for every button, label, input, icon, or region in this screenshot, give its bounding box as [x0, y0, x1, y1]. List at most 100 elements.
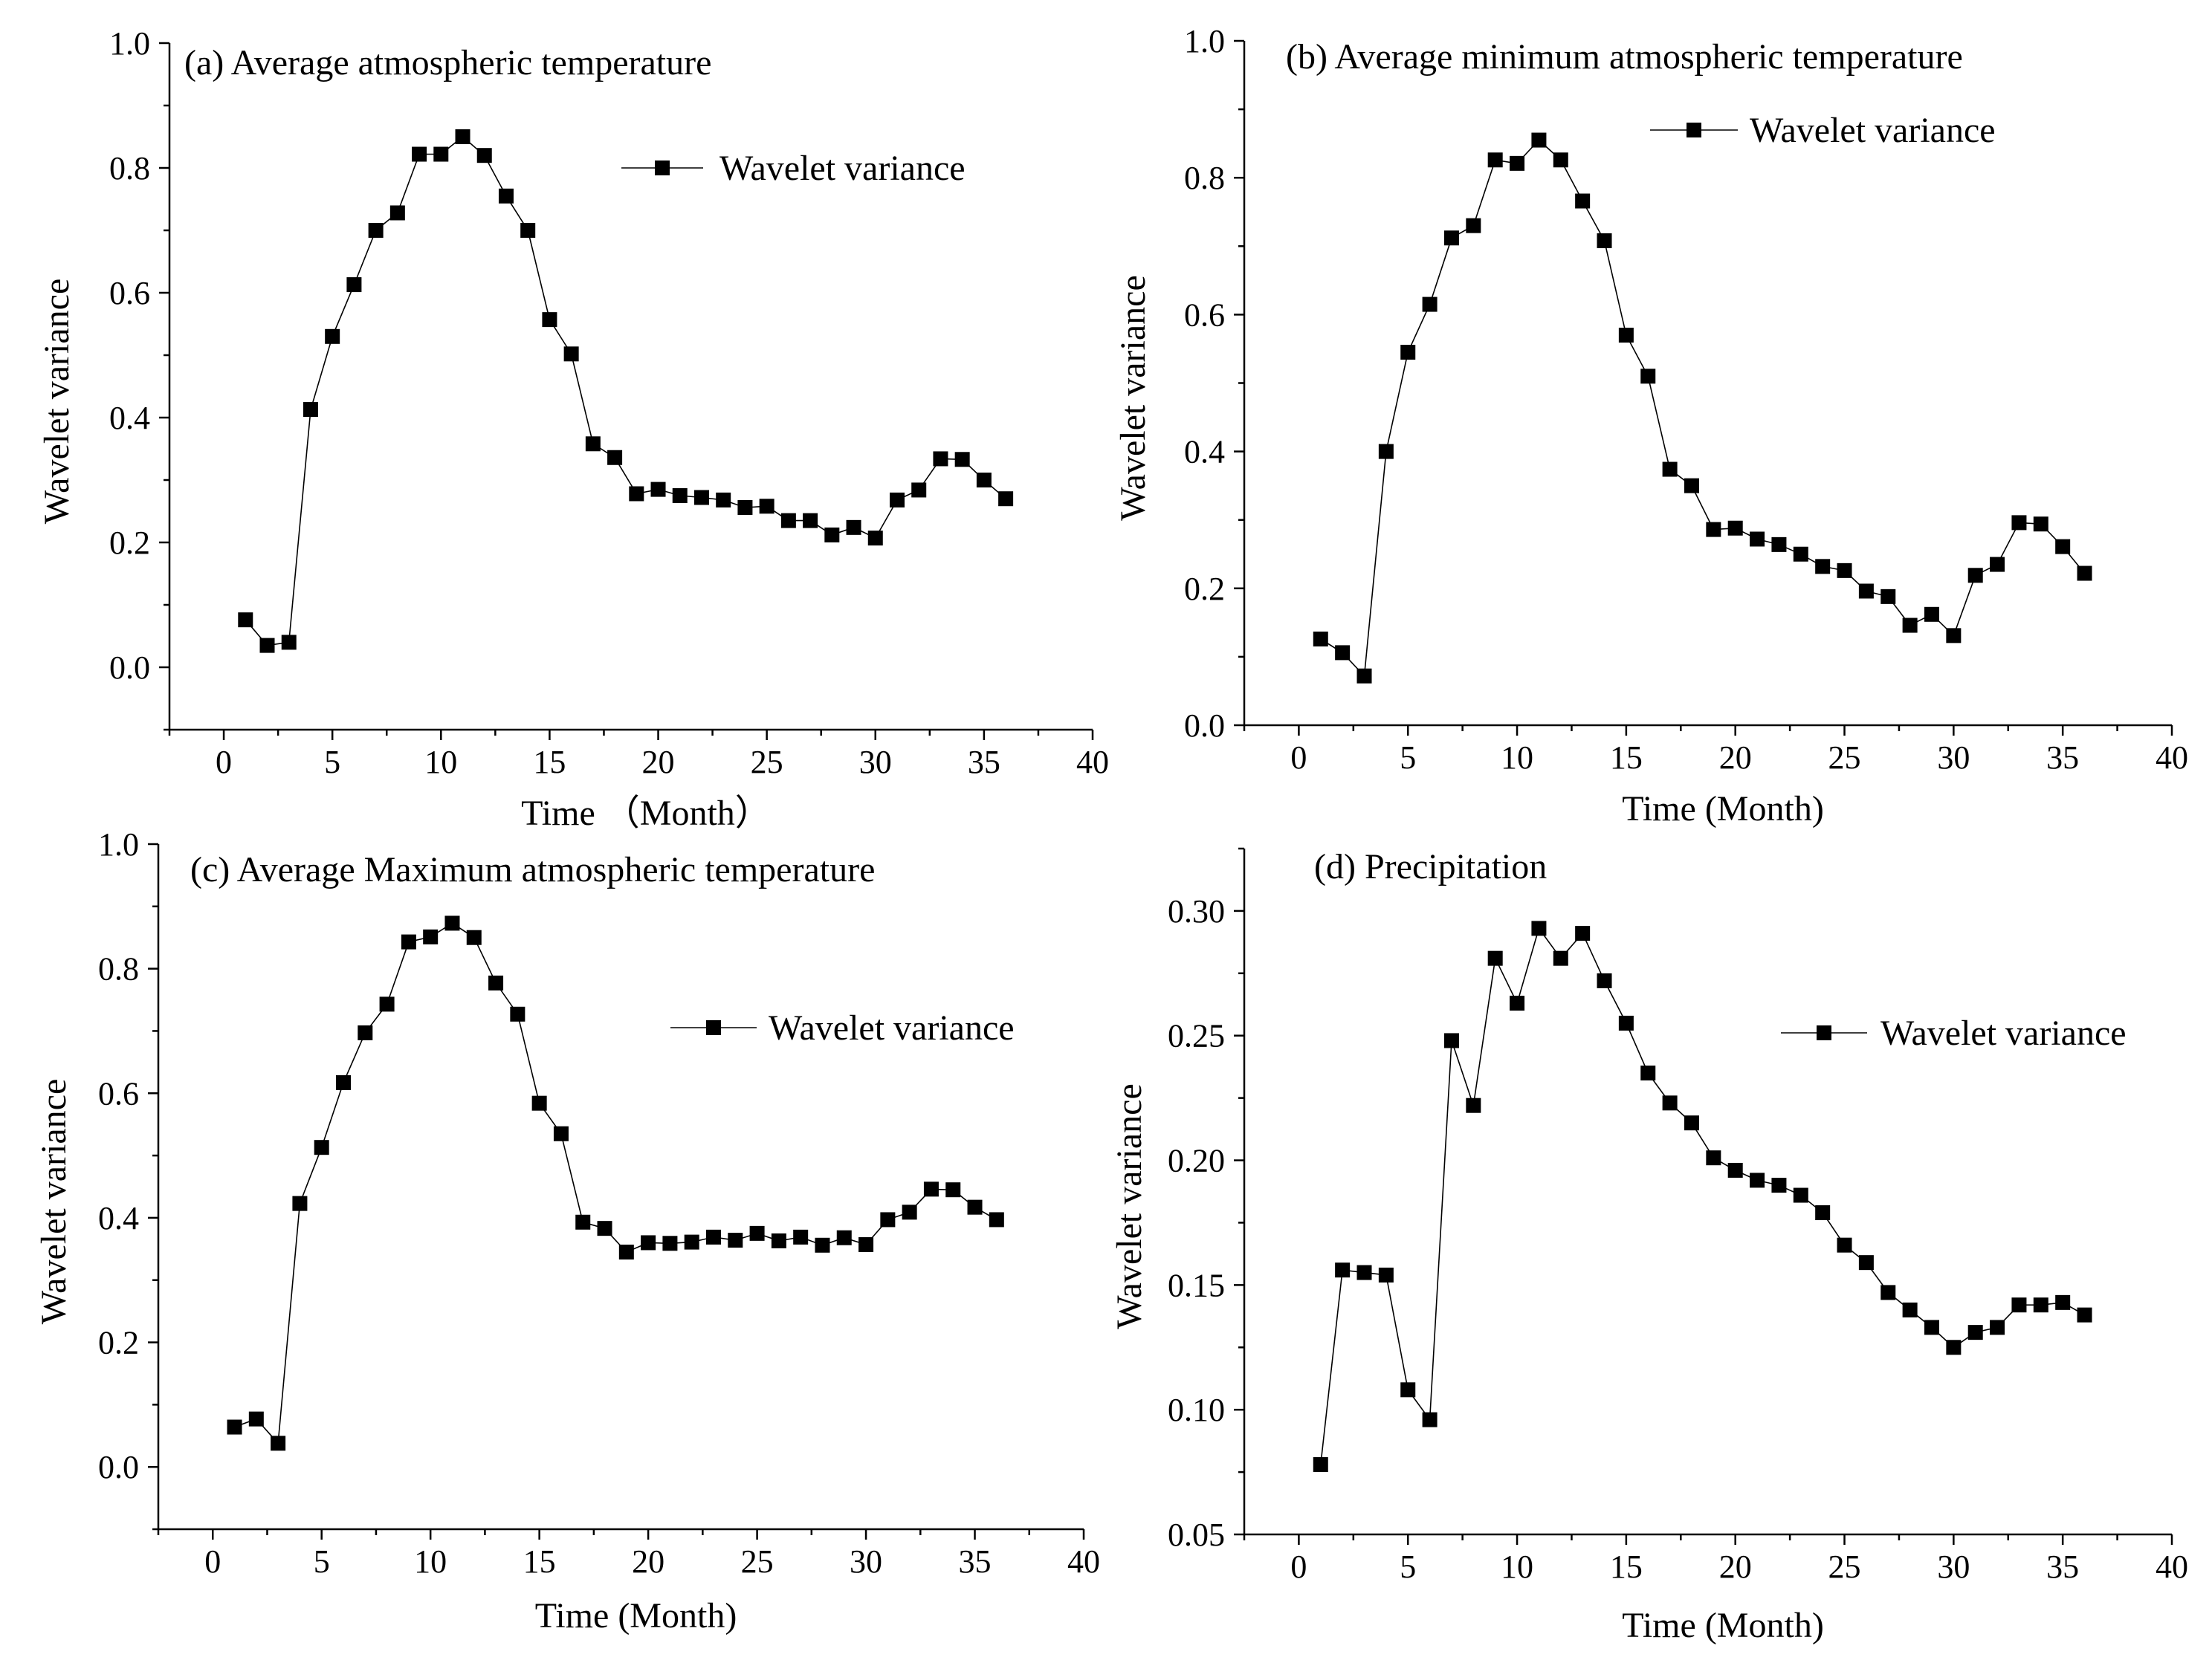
y-tick-label: 0.6 [98, 1075, 139, 1112]
data-point [1946, 628, 1962, 643]
y-tick-label: 0.0 [98, 1449, 139, 1485]
data-point [641, 1235, 656, 1251]
data-point [314, 1140, 329, 1155]
x-tick-label: 40 [1076, 744, 1109, 780]
data-point [1553, 152, 1568, 168]
data-point [618, 1245, 634, 1260]
y-tick-label: 0.8 [109, 150, 150, 187]
data-point [737, 499, 753, 515]
data-point [1335, 645, 1351, 661]
data-point [1553, 950, 1568, 966]
y-axis-label: Wavelet variance [34, 1079, 74, 1325]
data-point [1771, 536, 1787, 552]
data-point [1640, 1066, 1656, 1081]
legend-label: Wavelet variance [719, 149, 966, 188]
data-point [693, 490, 709, 505]
panel-title: (c) Average Maximum atmospheric temperat… [190, 850, 875, 889]
data-point [1750, 1173, 1765, 1188]
x-tick-label: 5 [324, 744, 340, 780]
data-point [1793, 1187, 1808, 1203]
y-tick-label: 0.10 [1168, 1392, 1225, 1428]
data-point [1793, 546, 1808, 562]
data-point [575, 1214, 591, 1230]
y-tick-label: 1.0 [98, 826, 139, 863]
data-point [1531, 132, 1547, 148]
legend-marker [1817, 1025, 1831, 1040]
data-point [248, 1411, 264, 1427]
panel-c: 0 5 10 15 20 25 30 35 40 0.0 0.2 0.4 0.6 0.8 1.0 Time (… [34, 826, 1100, 1635]
x-tick-label: 35 [2046, 1549, 2079, 1585]
x-axis-label: Time （Month） [521, 794, 771, 833]
x-tick-label: 30 [859, 744, 892, 780]
y-tick-label: 0.4 [1184, 434, 1225, 470]
data-point [1466, 218, 1481, 233]
x-tick-label: 10 [1501, 1549, 1533, 1585]
data-point [1575, 926, 1591, 941]
data-point [1750, 531, 1765, 547]
y-tick-label: 0.20 [1168, 1143, 1225, 1179]
data-point [954, 452, 970, 467]
data-point [793, 1229, 809, 1245]
data-point [531, 1095, 547, 1111]
data-point [945, 1182, 961, 1198]
y-tick-label: 0.8 [1184, 160, 1225, 196]
y-tick-label: 0.2 [98, 1325, 139, 1361]
data-point [1597, 973, 1612, 988]
data-point [650, 482, 666, 497]
data-point [1487, 152, 1503, 168]
data-point [2077, 565, 2092, 581]
data-point [1727, 520, 1743, 536]
x-tick-label: 20 [642, 744, 675, 780]
panel-b: 0 5 10 15 20 25 30 35 40 0.0 0.2 0.4 0.6 0.8 1.0 Time (… [1113, 23, 2188, 829]
y-tick-label: 0.2 [109, 525, 150, 561]
x-tick-label: 30 [850, 1543, 882, 1580]
x-tick-label: 35 [2046, 739, 2079, 776]
data-point [1837, 562, 1852, 578]
x-tick-label: 40 [2156, 739, 2188, 776]
data-point [662, 1236, 678, 1251]
data-point [1727, 1162, 1743, 1178]
data-point [1487, 950, 1503, 966]
data-point [1706, 1150, 1721, 1166]
y-axis-label: Wavelet variance [1113, 275, 1153, 521]
data-point [889, 492, 905, 508]
x-tick-label: 15 [523, 1543, 556, 1580]
data-point [2055, 539, 2071, 554]
data-point [1924, 1320, 1939, 1335]
x-tick-label: 25 [741, 1543, 774, 1580]
data-point [1967, 1325, 1983, 1340]
data-point [2033, 1297, 2048, 1313]
data-point [2011, 1297, 2027, 1313]
y-tick-label: 1.0 [109, 25, 150, 62]
data-point [1902, 1302, 1918, 1317]
data-point [672, 488, 688, 503]
data-point [1880, 589, 1896, 604]
data-point [989, 1212, 1004, 1228]
data-point [1771, 1178, 1787, 1193]
data-point [389, 205, 405, 221]
x-tick-label: 35 [968, 744, 1000, 780]
data-point [1662, 461, 1678, 477]
legend-label: Wavelet variance [769, 1008, 1015, 1048]
data-point [379, 996, 395, 1012]
data-point [585, 436, 601, 452]
data-point [607, 450, 623, 465]
data-point [325, 328, 340, 344]
data-point [455, 129, 470, 144]
data-point [2055, 1294, 2071, 1310]
data-point [1378, 1267, 1394, 1283]
data-point [271, 1436, 286, 1451]
legend: Wavelet variance [1781, 1014, 2127, 1053]
y-axis-label: Wavelet variance [37, 279, 77, 525]
data-point [1815, 1205, 1831, 1221]
data-point [749, 1225, 765, 1241]
data-point [563, 346, 579, 362]
data-point [1967, 568, 1983, 583]
data-point [1575, 193, 1591, 209]
y-tick-label: 0.0 [1184, 707, 1225, 744]
legend-label: Wavelet variance [1880, 1014, 2127, 1053]
data-point [281, 635, 297, 650]
series-line [1320, 139, 2086, 678]
data-point [1990, 557, 2005, 572]
x-tick-label: 20 [1719, 1549, 1752, 1585]
